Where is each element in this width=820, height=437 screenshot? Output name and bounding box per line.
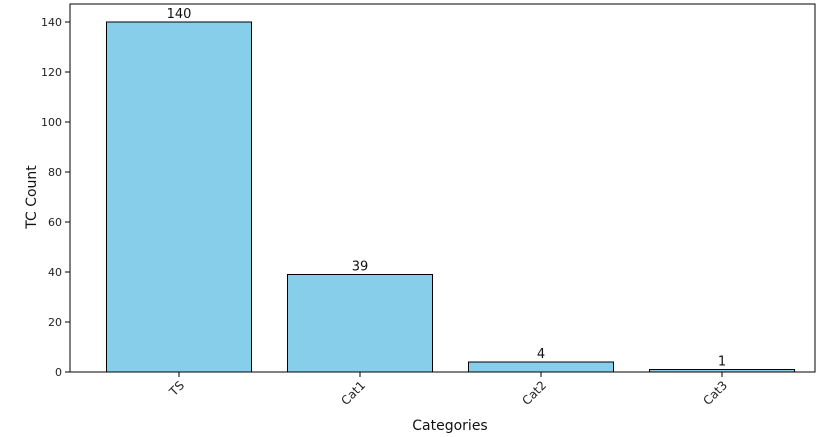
- y-tick-label: 20: [48, 316, 62, 329]
- x-tick-label: Cat3: [700, 378, 730, 408]
- bar-cat2: [468, 361, 614, 373]
- y-tick-label: 120: [41, 66, 62, 79]
- data-label: 1: [718, 355, 726, 370]
- y-tick-label: 100: [41, 116, 62, 129]
- data-label: 4: [537, 347, 545, 362]
- bar-cat1: [287, 274, 433, 373]
- data-label: 140: [167, 7, 192, 22]
- bar-ts: [106, 21, 252, 373]
- y-tick-label: 40: [48, 266, 62, 279]
- x-axis-label: Categories: [412, 418, 487, 434]
- data-label: 39: [352, 260, 369, 275]
- y-tick-label: 140: [41, 16, 62, 29]
- y-tick-label: 60: [48, 216, 62, 229]
- x-tick-label: Cat2: [519, 378, 549, 408]
- y-axis-label: TC Count: [24, 165, 40, 230]
- y-tick-label: 80: [48, 166, 62, 179]
- y-tick-label: 0: [55, 366, 62, 379]
- x-tick-label: TS: [166, 378, 187, 399]
- bar-series: 140 39 4 1: [106, 7, 795, 373]
- y-axis: 0 20 40 60 80 100 120 140: [41, 16, 70, 379]
- x-axis: TS Cat1 Cat2 Cat3: [166, 372, 730, 408]
- bar-cat3: [649, 369, 795, 373]
- x-tick-label: Cat1: [338, 378, 368, 408]
